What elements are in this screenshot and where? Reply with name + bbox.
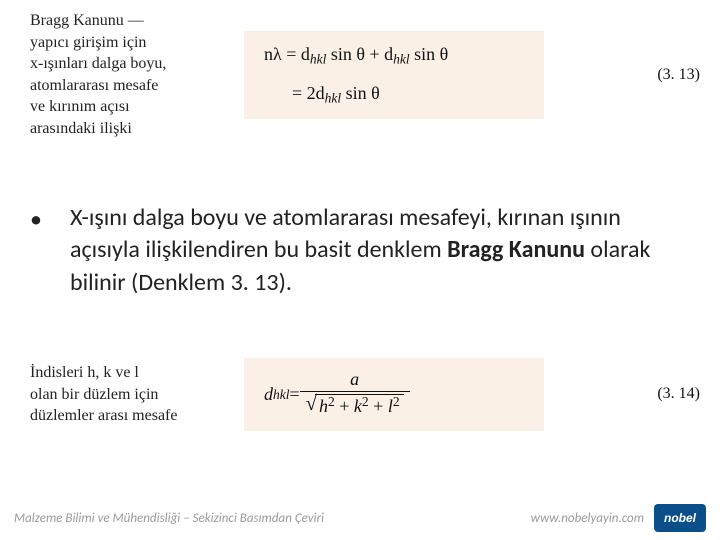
equation-number-3-14: (3. 14): [657, 385, 710, 403]
footer-right: www.nobelyayin.com nobel: [531, 504, 706, 532]
eq-text: nλ = d: [264, 44, 310, 64]
sqrt: √ h2 + k2 + l2: [306, 394, 404, 419]
bullet-paragraph: • X-ışını dalga boyu ve atomlararası mes…: [48, 202, 672, 299]
eq-sub-hkl: hkl: [273, 386, 290, 404]
bullet-text: X-ışını dalga boyu ve atomlararası mesaf…: [48, 202, 672, 299]
eq-text: sin θ + d: [326, 44, 393, 64]
sq-2: 2: [328, 394, 335, 409]
num-a: a: [350, 369, 359, 389]
bragg-row: Bragg Kanunu — yapıcı girişim için x-ışı…: [30, 10, 710, 140]
eq-sub-hkl: hkl: [310, 51, 327, 66]
footer-left-text: Malzeme Bilimi ve Mühendisliği – Sekizin…: [14, 511, 324, 526]
sq-2: 2: [362, 394, 369, 409]
eq-lhs-eq: =: [290, 383, 300, 406]
bragg-sidelabel: Bragg Kanunu — yapıcı girişim için x-ışı…: [30, 10, 230, 140]
fraction-numerator: a: [300, 370, 410, 391]
plus: +: [339, 396, 354, 416]
equation-3-13: nλ = dhkl sin θ + dhkl sin θ = 2dhkl sin…: [244, 31, 544, 119]
dhkl-sidelabel: İndisleri h, k ve l olan bir düzlem için…: [30, 362, 230, 427]
eq-text: = 2d: [292, 83, 325, 103]
bullet-dot-icon: •: [30, 204, 42, 236]
eq-sub-hkl: hkl: [393, 51, 410, 66]
var-k: k: [354, 396, 362, 416]
footer-link[interactable]: www.nobelyayin.com: [531, 511, 644, 526]
eq-fraction: a √ h2 + k2 + l2: [300, 370, 410, 419]
nobel-logo: nobel: [654, 504, 706, 532]
equation-number-3-13: (3. 13): [657, 66, 710, 84]
eq-3-13-line1: nλ = dhkl sin θ + dhkl sin θ: [264, 43, 524, 68]
sqrt-content: h2 + k2 + l2: [315, 394, 404, 419]
sq-2: 2: [393, 394, 400, 409]
equation-3-14: dhkl = a √ h2 + k2 + l2: [244, 358, 544, 431]
eq-text: sin θ: [410, 44, 449, 64]
fraction-denominator: √ h2 + k2 + l2: [300, 391, 410, 419]
eq-text: sin θ: [341, 83, 380, 103]
bullet-bold-bragg: Bragg Kanunu: [447, 235, 585, 264]
eq-3-13-line2: = 2dhkl sin θ: [264, 82, 524, 107]
plus: +: [373, 396, 388, 416]
eq-lhs-d: d: [264, 383, 273, 406]
logo-text: nobel: [664, 511, 696, 525]
footer: Malzeme Bilimi ve Mühendisliği – Sekizin…: [14, 504, 706, 532]
var-h: h: [319, 396, 328, 416]
eq-sub-hkl: hkl: [325, 90, 342, 105]
dhkl-row: İndisleri h, k ve l olan bir düzlem için…: [30, 358, 710, 431]
